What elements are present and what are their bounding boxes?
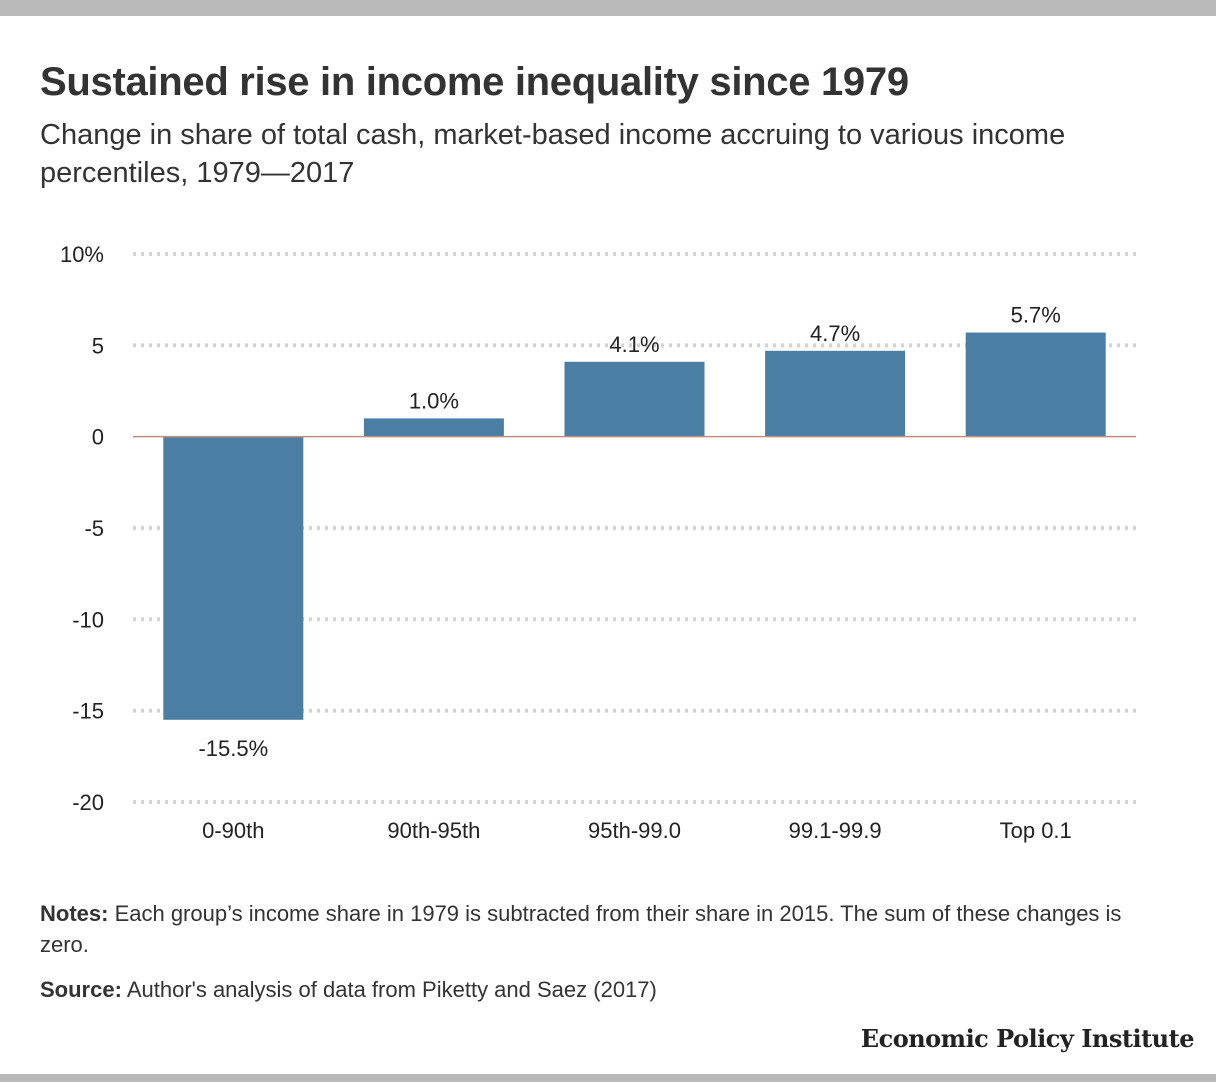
- y-tick-label: 0: [92, 425, 104, 450]
- chart-notes: Notes: Each group’s income share in 1979…: [40, 898, 1160, 960]
- brand-logo: Economic Policy Institute: [860, 1024, 1195, 1053]
- data-label: 5.7%: [1011, 303, 1061, 328]
- x-tick-label: 0-90th: [202, 818, 264, 843]
- y-tick-label: -5: [84, 516, 104, 541]
- source-text: Author's analysis of data from Piketty a…: [121, 977, 657, 1002]
- data-label: -15.5%: [198, 736, 268, 761]
- y-tick-label: -10: [72, 607, 104, 632]
- bottom-border-bar: [0, 1074, 1216, 1082]
- source-label: Source:: [40, 977, 122, 1002]
- y-tick-label: 5: [92, 333, 104, 358]
- x-tick-label: 99.1-99.9: [789, 818, 882, 843]
- data-label: 4.1%: [609, 332, 659, 357]
- x-tick-label: 90th-95th: [387, 818, 480, 843]
- bar: [965, 332, 1106, 437]
- notes-label: Notes:: [40, 901, 109, 926]
- chart-title: Sustained rise in income inequality sinc…: [40, 60, 909, 104]
- y-tick-label: 10%: [60, 242, 104, 267]
- data-label: 1.0%: [409, 388, 459, 413]
- data-label: 4.7%: [810, 321, 860, 346]
- bar: [564, 361, 705, 437]
- chart-source: Source: Author's analysis of data from P…: [40, 974, 1160, 1005]
- top-border-bar: [0, 0, 1216, 16]
- bar-chart: 10% 5 0 -5 -10 -15 -20 -15.5% 0-90th 1.0% 90th-95t…: [60, 242, 1136, 843]
- bar: [163, 436, 304, 720]
- y-tick-label: -20: [72, 790, 104, 815]
- bar: [765, 350, 906, 437]
- bar: [363, 418, 504, 437]
- chart-subtitle: Change in share of total cash, market-ba…: [40, 119, 1066, 189]
- x-tick-label: Top 0.1: [1000, 818, 1072, 843]
- x-tick-label: 95th-99.0: [588, 818, 681, 843]
- notes-text: Each group’s income share in 1979 is sub…: [40, 901, 1122, 957]
- y-tick-label: -15: [72, 699, 104, 724]
